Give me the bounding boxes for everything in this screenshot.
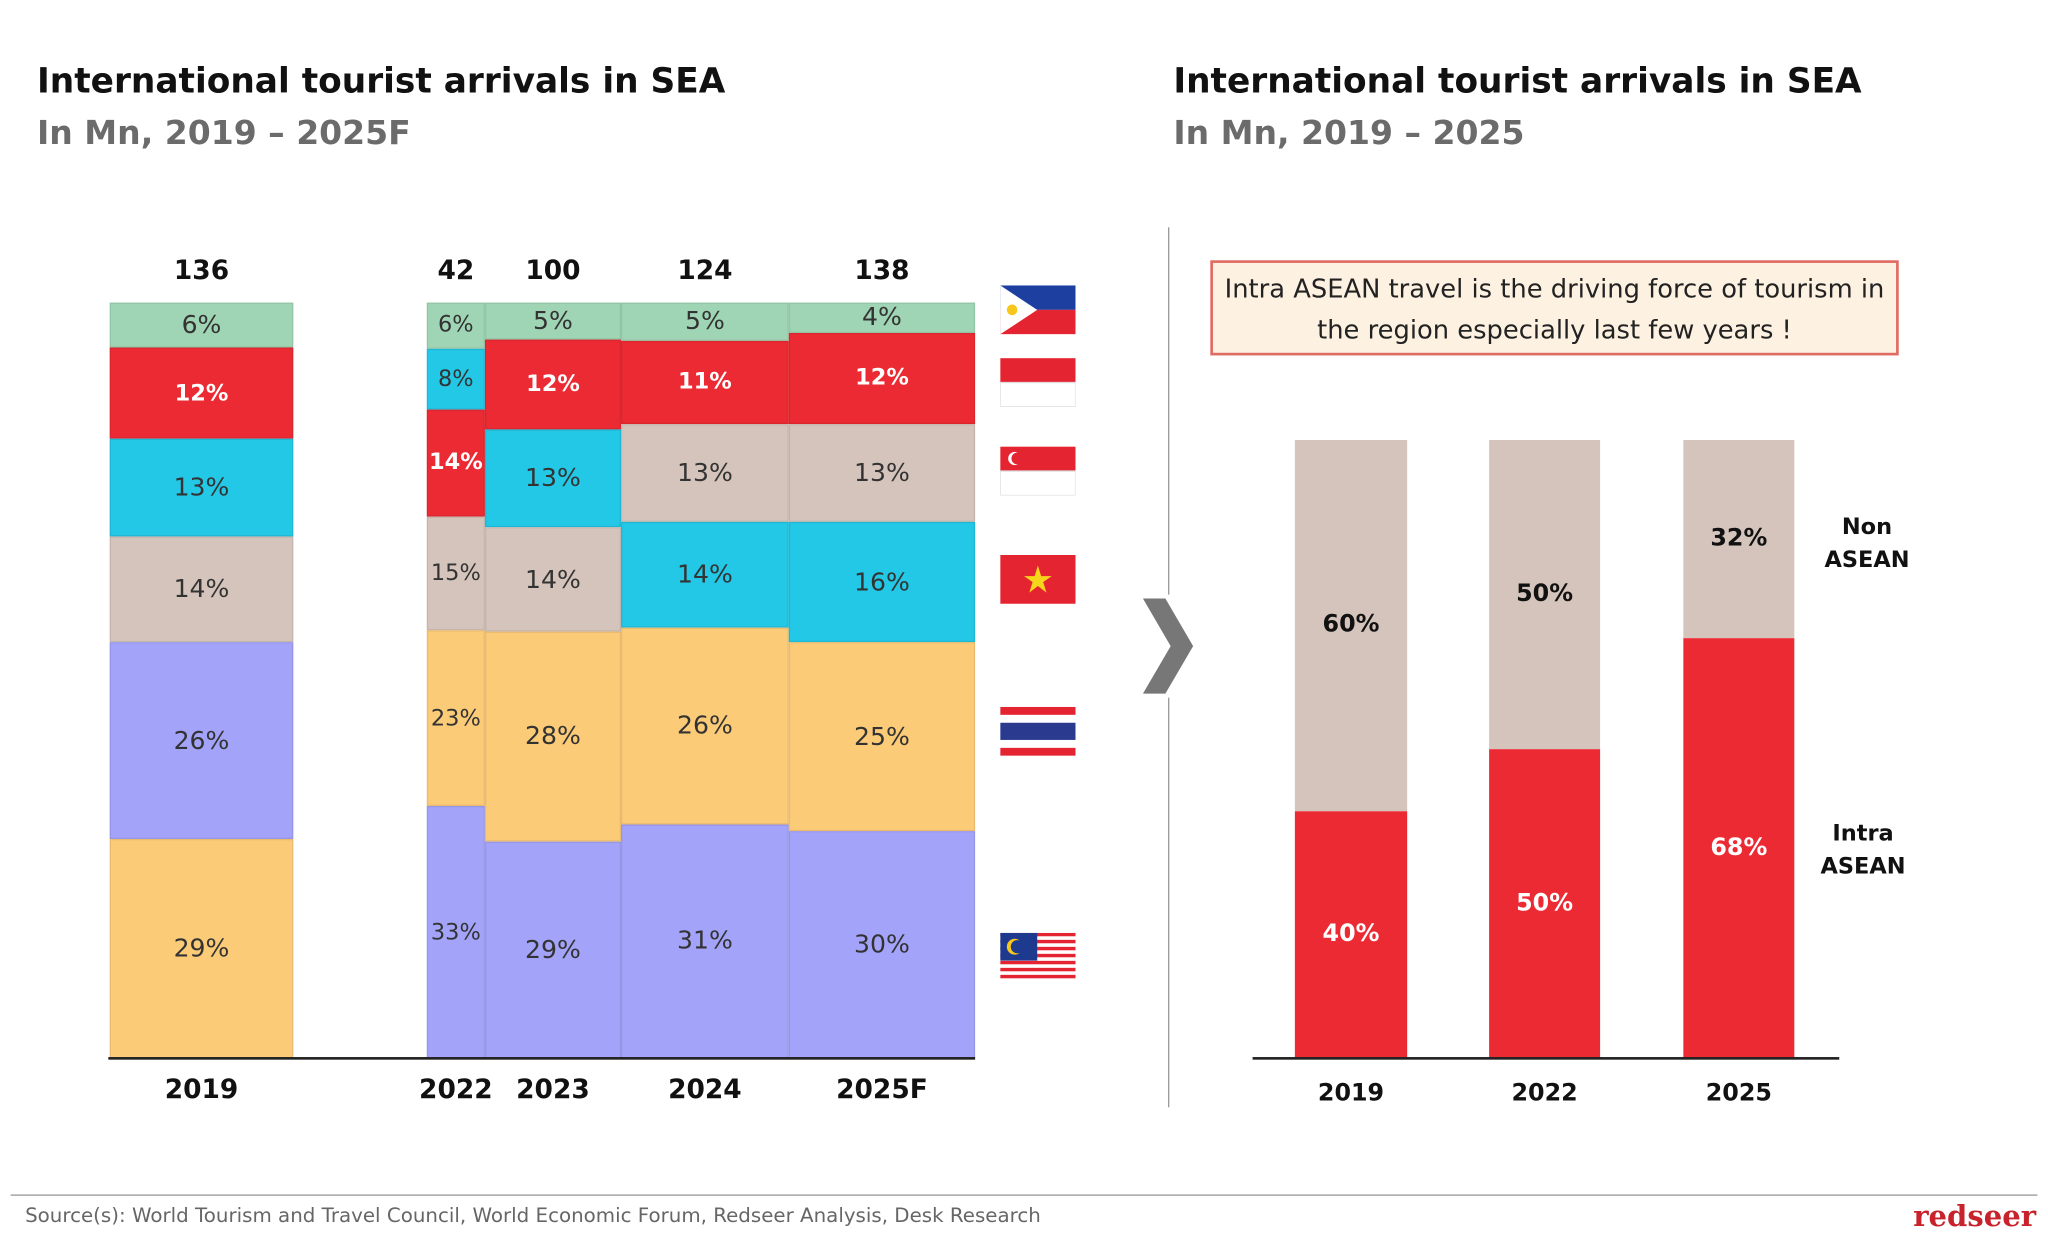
bar-segment: 28%: [484, 631, 622, 842]
malaysia-flag: [1000, 932, 1076, 982]
bar-segment-intra-asean: [1683, 637, 1795, 1059]
left-chart-title: International tourist arrivals in SEA: [36, 62, 726, 102]
bar-segment: 13%: [788, 423, 976, 522]
bar-total: 42: [437, 253, 475, 286]
legend-intra-asean: Intra ASEAN: [1806, 818, 1920, 884]
x-tick-label: 2025F: [836, 1072, 928, 1105]
bar-segment: 29%: [484, 841, 622, 1059]
bar-segment: 4%: [788, 302, 976, 333]
bar-segment: 14%: [426, 409, 485, 517]
bar-segment: 14%: [621, 521, 789, 628]
bar-segment-non-asean: [1683, 439, 1795, 638]
x-tick-label: 2024: [668, 1072, 742, 1105]
bar-segment: 13%: [109, 438, 294, 537]
indonesia-flag: [1000, 358, 1076, 407]
chevron-right-icon: [1138, 594, 1198, 698]
bar-segment: 29%: [109, 839, 294, 1059]
bar-segment: 33%: [426, 806, 485, 1059]
bar-segment: 30%: [788, 831, 976, 1059]
legend-non-asean: Non ASEAN: [1810, 511, 1924, 577]
singapore-flag: [1000, 446, 1076, 496]
right-chart-title: International tourist arrivals in SEA: [1173, 62, 1862, 102]
bar-segment: 25%: [788, 642, 976, 832]
bar-segment: 11%: [621, 340, 789, 424]
legend-line: ASEAN: [1824, 547, 1910, 574]
x-tick-label: 2025: [1705, 1079, 1772, 1108]
bar-segment: 5%: [621, 302, 789, 341]
data-label: 40%: [1322, 920, 1380, 948]
data-label: 32%: [1710, 524, 1768, 553]
left-x-axis: [108, 1057, 976, 1060]
bar-total: 136: [173, 253, 230, 286]
bar-total: 138: [854, 253, 910, 286]
vietnam-flag: [1000, 554, 1076, 604]
right-chart-subtitle: In Mn, 2019 – 2025: [1173, 113, 1525, 152]
bar-segment: 14%: [484, 527, 622, 632]
bar-segment-intra-asean: [1294, 811, 1408, 1059]
data-label: 68%: [1710, 833, 1768, 862]
legend-line: Intra: [1832, 820, 1894, 847]
bar-segment-non-asean: [1294, 439, 1408, 812]
bar-segment: 6%: [109, 302, 294, 348]
bar-segment: 6%: [426, 302, 485, 349]
left-chart-subtitle: In Mn, 2019 – 2025F: [36, 113, 411, 152]
thailand-flag: [1000, 706, 1076, 756]
philippines-flag: [1000, 285, 1076, 335]
bar-total: 100: [525, 253, 581, 286]
bar-segment: 26%: [109, 642, 294, 840]
bar-segment: 16%: [788, 521, 976, 643]
bar-segment: 14%: [109, 536, 294, 643]
data-label: 60%: [1322, 610, 1380, 639]
bar-segment: 31%: [621, 824, 789, 1059]
data-label: 50%: [1516, 889, 1574, 917]
bar-segment-non-asean: [1489, 439, 1601, 750]
bar-segment: 23%: [426, 630, 485, 807]
right-x-axis: [1252, 1057, 1840, 1060]
x-tick-label: 2022: [419, 1072, 493, 1105]
x-tick-label: 2023: [516, 1072, 590, 1105]
bar-total: 124: [677, 253, 733, 286]
x-tick-label: 2019: [164, 1072, 239, 1105]
x-tick-label: 2019: [1317, 1079, 1385, 1108]
data-label: 50%: [1516, 580, 1574, 608]
bar-segment-intra-asean: [1489, 749, 1601, 1059]
bar-segment: 12%: [109, 347, 294, 439]
bar-segment: 15%: [426, 516, 485, 631]
redseer-logo: redseer: [1913, 1199, 2037, 1235]
bar-segment: 12%: [788, 332, 976, 424]
bar-segment: 12%: [484, 339, 622, 430]
bar-segment: 13%: [621, 423, 789, 522]
bar-segment: 5%: [484, 302, 622, 340]
footer-divider: [10, 1194, 2038, 1196]
source-note: Source(s): World Tourism and Travel Coun…: [25, 1203, 1041, 1228]
bar-segment: 13%: [484, 429, 622, 528]
bar-segment: 26%: [621, 627, 789, 825]
bar-segment: 8%: [426, 348, 485, 410]
legend-line: Non: [1841, 513, 1893, 541]
insight-callout: Intra ASEAN travel is the driving force …: [1210, 260, 1899, 356]
x-tick-label: 2022: [1511, 1079, 1578, 1108]
legend-line: ASEAN: [1820, 853, 1906, 880]
